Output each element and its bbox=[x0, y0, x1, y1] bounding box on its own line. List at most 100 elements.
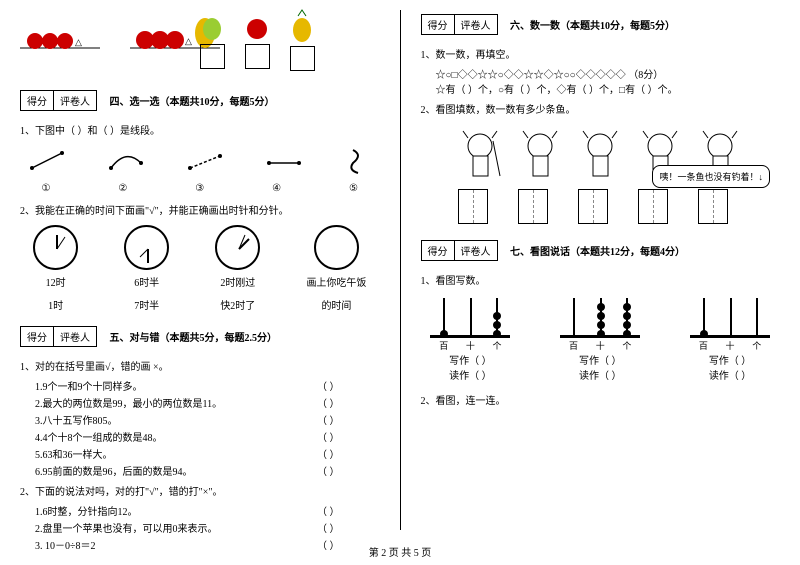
clocks-row: 12时 1时 6时半 7时半 2时刚过快2时了 画上你吃午饭的时间 bbox=[20, 225, 380, 312]
opt-num-1: ① bbox=[41, 183, 50, 194]
bracket[interactable]: （ ） bbox=[317, 537, 340, 552]
opt-num-2: ② bbox=[118, 183, 127, 194]
reviewer-label-7: 评卷人 bbox=[455, 241, 497, 260]
line-option-1[interactable] bbox=[27, 148, 67, 173]
tf2-3: 3. 10－0÷8＝2 bbox=[35, 537, 96, 552]
cat-fishing-icon bbox=[518, 126, 563, 186]
abacus-3: 百十个 bbox=[690, 297, 770, 352]
cat-fishing-icon bbox=[578, 126, 623, 186]
q7-2: 2、看图，连一连。 bbox=[421, 392, 781, 407]
clock3-top: 2时刚过 bbox=[215, 274, 260, 289]
bracket[interactable]: （ ） bbox=[317, 503, 340, 518]
clock1-bot: 1时 bbox=[33, 297, 78, 312]
section-7-title: 七、看图说话（本题共12分，每题4分） bbox=[510, 243, 685, 258]
q5-2: 2、下面的说法对吗，对的打"√"，错的打"×"。 bbox=[20, 483, 380, 498]
tf1-3: 3.八十五写作805。 bbox=[35, 412, 118, 427]
opt-num-5: ⑤ bbox=[349, 183, 358, 194]
fish-tally-1[interactable] bbox=[458, 189, 488, 224]
fish-tally-2[interactable] bbox=[518, 189, 548, 224]
q7-1: 1、看图写数。 bbox=[421, 272, 781, 287]
clock-2 bbox=[124, 225, 169, 270]
place-h: 百 bbox=[439, 339, 448, 352]
place-h: 百 bbox=[569, 339, 578, 352]
bracket[interactable]: （ ） bbox=[317, 412, 340, 427]
tf1-2: 2.最大的两位数是99，最小的两位数是11。 bbox=[35, 395, 222, 410]
fish-tally-5[interactable] bbox=[698, 189, 728, 224]
fish-tally-3[interactable] bbox=[578, 189, 608, 224]
read-as-1: 读作（ ） bbox=[430, 367, 510, 382]
reviewer-label-5: 评卷人 bbox=[54, 327, 96, 346]
abacus-row: 百 十 个 写作（ ） 读作（ ） 百 十 个 写作（ ） 读作（ ） bbox=[421, 297, 781, 382]
clock4-top: 画上你吃午饭 bbox=[306, 274, 366, 289]
place-t: 十 bbox=[596, 339, 605, 352]
score-label: 得分 bbox=[21, 91, 54, 110]
section-5-title: 五、对与错（本题共5分，每题2.5分） bbox=[110, 329, 278, 344]
tf2-1: 1.6时整，分针指向12。 bbox=[35, 503, 138, 518]
score-label-6: 得分 bbox=[422, 15, 455, 34]
line-option-5[interactable] bbox=[343, 145, 373, 175]
bracket[interactable]: （ ） bbox=[317, 446, 340, 461]
tf-list-2: 1.6时整，分针指向12。 （ ） 2.盘里一个苹果也没有，可以用0来表示。 （ ）… bbox=[35, 503, 380, 552]
score-label-5: 得分 bbox=[21, 327, 54, 346]
q4-1: 1、下图中（ ）和（ ）是线段。 bbox=[20, 122, 380, 137]
score-box-5: 得分 评卷人 bbox=[20, 326, 97, 347]
clock2-bot: 7时半 bbox=[124, 297, 169, 312]
opt-num-4: ④ bbox=[272, 183, 281, 194]
pineapple-icon bbox=[290, 8, 315, 43]
line-option-2[interactable] bbox=[106, 148, 146, 173]
tf1-4: 4.4个十8个一组成的数是48。 bbox=[35, 429, 163, 444]
q5-1: 1、对的在括号里画√，错的画 ×。 bbox=[20, 358, 380, 373]
abacus-2: 百十个 bbox=[560, 297, 640, 352]
clock3-bot: 快2时了 bbox=[215, 297, 260, 312]
clock1-top: 12时 bbox=[33, 274, 78, 289]
fish-tally-4[interactable] bbox=[638, 189, 668, 224]
right-column: 得分 评卷人 六、数一数（本题共10分，每题5分） 1、数一数，再填空。 ☆○□… bbox=[401, 0, 800, 540]
reviewer-label: 评卷人 bbox=[54, 91, 96, 110]
bracket[interactable]: （ ） bbox=[317, 429, 340, 444]
opt-num-3: ③ bbox=[195, 183, 204, 194]
checkbox-pear[interactable] bbox=[200, 44, 225, 69]
score-box-6: 得分 评卷人 bbox=[421, 14, 498, 35]
speech-bubble: 咦！一条鱼也没有钓着！↓ bbox=[652, 165, 770, 188]
bracket[interactable]: （ ） bbox=[317, 463, 340, 478]
apple-icon bbox=[245, 11, 270, 41]
q4-2: 2、我能在正确的时间下面画"√"，并能正确画出时针和分针。 bbox=[20, 202, 380, 217]
tf2-2: 2.盘里一个苹果也没有，可以用0来表示。 bbox=[35, 520, 218, 535]
score-label-7: 得分 bbox=[422, 241, 455, 260]
line-numbers-row: ① ② ③ ④ ⑤ bbox=[20, 183, 380, 194]
shape-row: ☆○□◇◇☆☆○◇◇☆☆◇☆○○◇◇◇◇◇ （8分） bbox=[436, 66, 781, 81]
line-option-3[interactable] bbox=[185, 148, 225, 173]
place-o: 个 bbox=[493, 339, 502, 352]
shape-counts: ☆有（ ）个，○有（ ）个，◇有（ ）个，□有（ ）个。 bbox=[436, 81, 781, 96]
reviewer-label-6: 评卷人 bbox=[455, 15, 497, 34]
svg-text:△: △ bbox=[75, 37, 82, 47]
clock-3 bbox=[215, 225, 260, 270]
read-as-3: 读作（ ） bbox=[690, 367, 770, 382]
clock-1 bbox=[33, 225, 78, 270]
tf1-1: 1.9个一和9个十同样多。 bbox=[35, 378, 143, 393]
checkbox-apple[interactable] bbox=[245, 44, 270, 69]
clock-4[interactable] bbox=[314, 225, 359, 270]
write-as-2: 写作（ ） bbox=[560, 352, 640, 367]
line-option-4[interactable] bbox=[264, 148, 304, 173]
section-6-title: 六、数一数（本题共10分，每题5分） bbox=[510, 17, 675, 32]
read-as-2: 读作（ ） bbox=[560, 367, 640, 382]
left-column: △ △ 得分 评卷人 四、选一选（本题共10分，每题5分） 1、下图中（ ）和（… bbox=[0, 0, 400, 540]
tf-list-1: 1.9个一和9个十同样多。 （ ） 2.最大的两位数是99，最小的两位数是11。 （… bbox=[35, 378, 380, 478]
bracket[interactable]: （ ） bbox=[317, 395, 340, 410]
bracket[interactable]: （ ） bbox=[317, 520, 340, 535]
write-as-3: 写作（ ） bbox=[690, 352, 770, 367]
place-t: 十 bbox=[466, 339, 475, 352]
place-o: 个 bbox=[622, 339, 631, 352]
bracket[interactable]: （ ） bbox=[317, 378, 340, 393]
svg-text:△: △ bbox=[185, 36, 192, 46]
clock2-top: 6时半 bbox=[124, 274, 169, 289]
section-4-title: 四、选一选（本题共10分，每题5分） bbox=[110, 93, 275, 108]
checkbox-pineapple[interactable] bbox=[290, 46, 315, 71]
clock4-bot: 的时间 bbox=[306, 297, 366, 312]
tf1-5: 5.63和36一样大。 bbox=[35, 446, 113, 461]
line-options-row bbox=[20, 145, 380, 175]
fruit-illustration-right bbox=[200, 8, 380, 74]
place-o: 个 bbox=[752, 339, 761, 352]
place-t: 十 bbox=[726, 339, 735, 352]
